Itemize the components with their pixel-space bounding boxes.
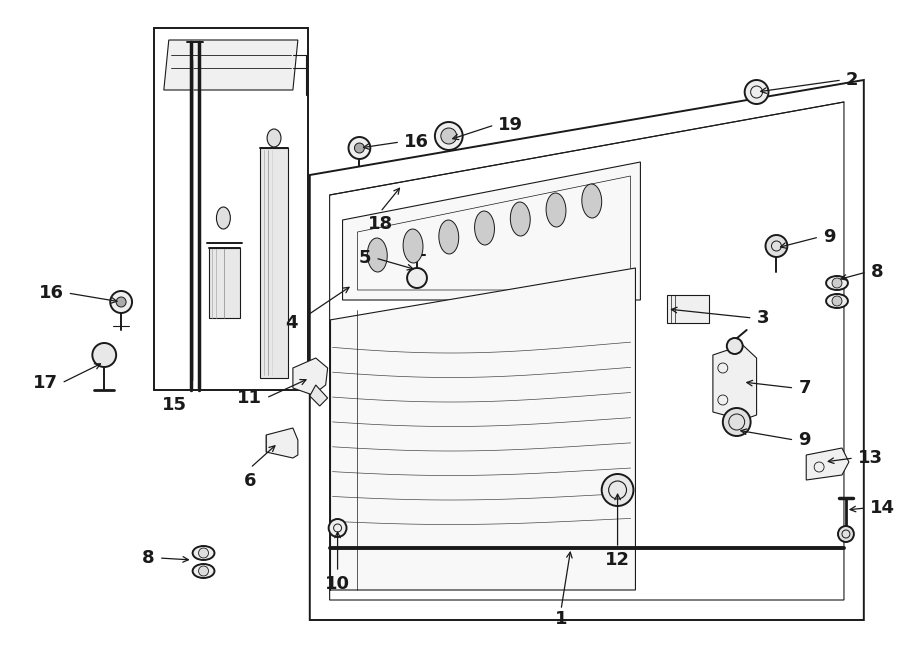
Text: 16: 16 <box>39 284 64 302</box>
Circle shape <box>441 128 456 144</box>
Circle shape <box>116 297 126 307</box>
Bar <box>209 248 240 318</box>
Polygon shape <box>356 165 456 208</box>
Bar <box>667 295 709 323</box>
Circle shape <box>744 80 769 104</box>
Polygon shape <box>806 448 849 480</box>
Polygon shape <box>310 385 328 406</box>
Ellipse shape <box>546 193 566 227</box>
Text: 4: 4 <box>285 314 298 332</box>
Circle shape <box>766 235 788 257</box>
Text: 6: 6 <box>244 472 256 490</box>
Circle shape <box>727 338 742 354</box>
Text: 19: 19 <box>499 116 524 134</box>
Ellipse shape <box>267 129 281 147</box>
Text: 18: 18 <box>368 215 392 233</box>
Circle shape <box>328 519 346 537</box>
Ellipse shape <box>403 229 423 263</box>
Bar <box>260 148 288 378</box>
Circle shape <box>838 526 854 542</box>
Circle shape <box>832 278 842 288</box>
Polygon shape <box>164 40 298 90</box>
Text: 13: 13 <box>858 449 883 467</box>
Text: 8: 8 <box>871 263 884 281</box>
Circle shape <box>110 291 132 313</box>
Text: 9: 9 <box>824 228 835 246</box>
Text: 8: 8 <box>142 549 155 567</box>
Text: 15: 15 <box>162 396 186 414</box>
Text: 3: 3 <box>757 309 770 327</box>
Text: 1: 1 <box>554 610 567 628</box>
Circle shape <box>602 474 634 506</box>
Polygon shape <box>329 268 635 590</box>
Circle shape <box>832 296 842 306</box>
Ellipse shape <box>474 211 494 245</box>
Ellipse shape <box>439 220 459 254</box>
Text: 11: 11 <box>237 389 262 407</box>
Text: 9: 9 <box>798 431 811 449</box>
Circle shape <box>199 566 209 576</box>
Text: 12: 12 <box>605 551 630 569</box>
Ellipse shape <box>216 207 230 229</box>
Ellipse shape <box>367 238 387 272</box>
Polygon shape <box>310 80 864 620</box>
Text: 2: 2 <box>846 71 859 89</box>
Ellipse shape <box>581 184 602 218</box>
Text: 5: 5 <box>359 249 372 267</box>
Text: 10: 10 <box>325 575 350 593</box>
Circle shape <box>93 343 116 367</box>
Polygon shape <box>713 345 757 420</box>
Circle shape <box>199 548 209 558</box>
Circle shape <box>435 122 463 150</box>
Ellipse shape <box>193 546 214 560</box>
Ellipse shape <box>510 202 530 236</box>
Ellipse shape <box>826 276 848 290</box>
Circle shape <box>355 143 365 153</box>
Text: 7: 7 <box>798 379 811 397</box>
Ellipse shape <box>193 564 214 578</box>
Text: 16: 16 <box>404 133 429 151</box>
Circle shape <box>407 268 427 288</box>
Polygon shape <box>154 28 308 390</box>
Polygon shape <box>266 428 298 458</box>
Ellipse shape <box>826 294 848 308</box>
Text: 14: 14 <box>869 499 895 517</box>
Polygon shape <box>292 358 328 395</box>
Circle shape <box>348 137 370 159</box>
Text: 17: 17 <box>32 374 58 392</box>
Circle shape <box>723 408 751 436</box>
Polygon shape <box>343 162 641 300</box>
